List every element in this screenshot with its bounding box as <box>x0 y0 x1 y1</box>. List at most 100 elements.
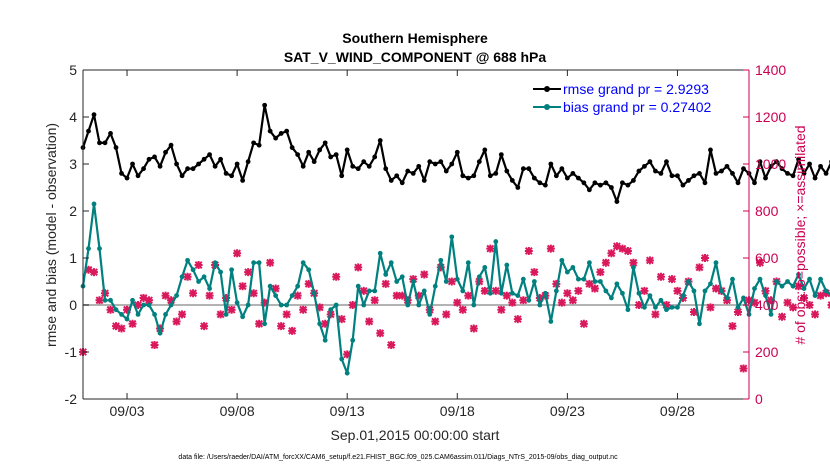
obs-count-glyph <box>453 298 462 307</box>
rmse-point <box>256 142 262 148</box>
obs-count-marker <box>700 254 709 262</box>
bias-point <box>86 246 91 252</box>
obs-count-glyph <box>767 296 776 305</box>
obs-count-glyph <box>387 340 396 349</box>
rmse-point <box>135 173 141 179</box>
legend-rmse-marker <box>544 86 550 92</box>
rmse-point <box>708 147 713 153</box>
rmse-point <box>108 131 113 136</box>
obs-count-glyph <box>486 244 495 253</box>
y2-tick-label: 400 <box>755 297 779 313</box>
rmse-point <box>273 135 279 141</box>
bias-point <box>647 293 653 298</box>
obs-count-glyph <box>178 310 187 319</box>
obs-count-marker <box>128 319 137 328</box>
rmse-point <box>620 180 625 186</box>
obs-count-marker <box>106 305 115 314</box>
y2-tick-label: 600 <box>755 250 779 266</box>
bias-point <box>460 288 466 294</box>
obs-count-marker <box>711 284 720 293</box>
bias-point <box>251 260 257 266</box>
bias-point <box>735 304 741 310</box>
obs-count-marker <box>530 268 539 277</box>
rmse-point <box>768 163 774 169</box>
obs-count-marker <box>332 272 341 281</box>
obs-count-marker <box>524 246 533 255</box>
bias-point <box>581 276 587 282</box>
obs-count-marker <box>370 296 379 305</box>
bias-point <box>223 312 229 317</box>
bias-point <box>146 302 152 308</box>
rmse-point <box>553 173 559 179</box>
rmse-point <box>636 168 642 174</box>
obs-count-glyph <box>167 296 176 305</box>
rmse-point <box>686 178 691 183</box>
obs-count-marker <box>563 289 572 298</box>
obs-count-marker <box>414 291 423 300</box>
obs-count-glyph <box>739 364 748 373</box>
rmse-point <box>476 159 482 165</box>
x-tick-label: 09/08 <box>220 403 255 419</box>
obs-count-glyph <box>420 270 429 279</box>
obs-count-glyph <box>480 286 489 295</box>
obs-count-marker <box>811 310 820 319</box>
obs-count-marker <box>491 286 500 295</box>
obs-count-marker <box>546 244 555 253</box>
obs-count-glyph <box>524 246 533 255</box>
bias-point <box>592 279 598 284</box>
obs-count-glyph <box>662 301 671 309</box>
bias-point <box>201 274 207 280</box>
bias-point <box>108 297 113 303</box>
bias-point <box>174 293 179 298</box>
rmse-point <box>284 128 290 134</box>
rmse-point <box>240 178 246 183</box>
legend: rmse grand pr = 2.9293 bias grand pr = 0… <box>530 76 739 118</box>
rmse-point <box>608 185 614 190</box>
obs-count-glyph <box>343 350 352 359</box>
obs-count-marker <box>436 263 445 272</box>
rmse-point <box>443 168 449 174</box>
rmse-point <box>174 161 179 167</box>
obs-count-glyph <box>194 261 203 270</box>
rmse-point <box>669 173 675 179</box>
chart-title: Southern Hemisphere <box>342 30 488 46</box>
rmse-point <box>597 182 603 188</box>
bias-point <box>763 293 768 298</box>
rmse-point <box>752 180 757 186</box>
bias-point <box>719 288 724 294</box>
bias-point <box>207 286 212 291</box>
obs-count-glyph <box>200 322 209 331</box>
rmse-point <box>245 159 251 165</box>
rmse-point <box>405 168 411 174</box>
bias-point <box>124 316 130 322</box>
rmse-point <box>713 171 719 176</box>
bias-point <box>498 290 504 296</box>
bias-point <box>575 276 581 282</box>
obs-count-glyph <box>189 289 198 298</box>
obs-count-glyph <box>183 272 192 281</box>
bias-point <box>476 274 482 280</box>
obs-count-marker <box>337 315 346 324</box>
obs-count-marker <box>123 305 132 314</box>
rmse-point <box>234 161 240 167</box>
y2-tick-label: 800 <box>755 203 779 219</box>
obs-count-marker <box>321 319 330 328</box>
obs-count-glyph <box>733 308 742 317</box>
obs-count-marker <box>502 291 511 300</box>
rmse-point <box>86 128 91 134</box>
rmse-point <box>399 180 405 186</box>
rmse-point <box>383 166 389 172</box>
bias-point <box>256 260 262 266</box>
obs-count-marker <box>447 277 456 286</box>
obs-count-marker <box>343 350 352 359</box>
obs-count-marker <box>750 298 759 307</box>
obs-count-glyph <box>579 319 588 328</box>
legend-bias-marker <box>544 104 550 110</box>
bias-point <box>713 260 719 266</box>
bias-point <box>608 295 614 301</box>
obs-count-glyph <box>651 310 660 319</box>
bias-point <box>730 276 735 282</box>
obs-count-marker <box>629 258 638 267</box>
bias-point <box>697 321 702 327</box>
obs-count-glyph <box>299 305 308 314</box>
